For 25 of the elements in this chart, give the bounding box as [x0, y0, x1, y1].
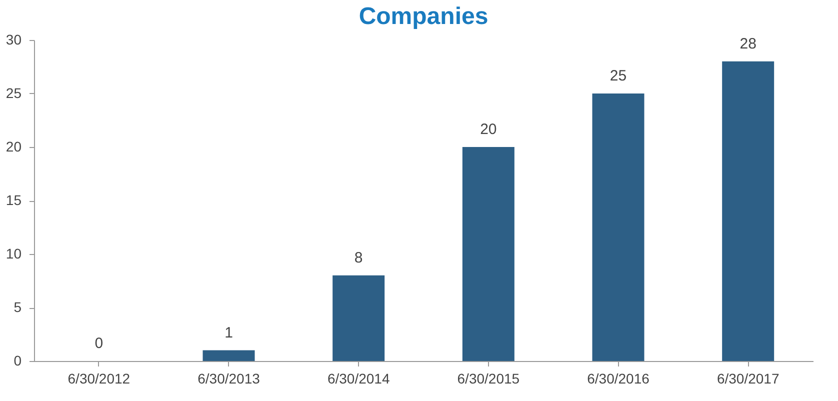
y-tick-label: 15 — [6, 192, 22, 208]
data-label: 0 — [94, 335, 104, 352]
x-tick-label: 6/30/2015 — [457, 370, 520, 386]
x-tick-label: 6/30/2012 — [68, 370, 130, 386]
data-label: 20 — [480, 121, 497, 138]
y-tick-label: 25 — [6, 85, 22, 101]
y-tick-label: 5 — [14, 299, 22, 315]
y-tick-label: 0 — [14, 352, 22, 368]
y-tick-label: 30 — [6, 32, 22, 48]
x-tick-label: 6/30/2013 — [198, 370, 260, 386]
data-label: 1 — [224, 324, 233, 342]
data-label: 28 — [740, 35, 756, 52]
x-tick-label: 6/30/2014 — [327, 370, 390, 386]
y-tick-label: 10 — [6, 246, 22, 262]
bar — [722, 61, 774, 361]
data-label: 25 — [610, 68, 627, 84]
chart-title: Companies — [358, 3, 488, 30]
bar — [332, 275, 385, 361]
x-tick-label: 6/30/2016 — [587, 370, 650, 386]
bar — [202, 350, 255, 361]
y-tick-label: 20 — [6, 138, 22, 154]
bar — [462, 147, 514, 361]
data-label: 8 — [354, 249, 363, 266]
bar — [592, 94, 644, 361]
x-tick-label: 6/30/2017 — [716, 370, 780, 386]
